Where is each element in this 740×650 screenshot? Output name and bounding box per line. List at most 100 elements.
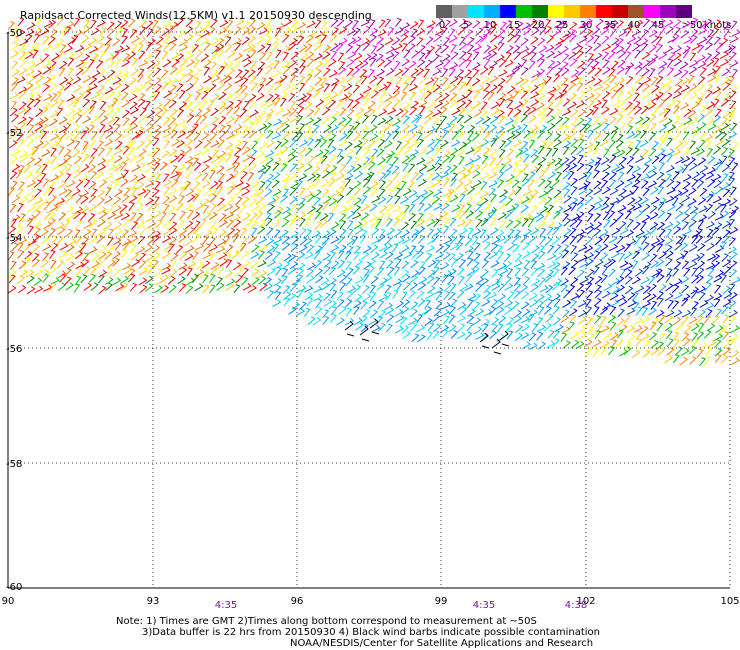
wind-barb bbox=[283, 297, 290, 307]
wind-barb bbox=[314, 260, 323, 269]
wind-barb bbox=[234, 26, 242, 36]
wind-barb bbox=[184, 155, 194, 164]
wind-barb bbox=[120, 156, 130, 165]
wind-barb bbox=[635, 330, 643, 340]
wind-barb bbox=[683, 337, 691, 347]
wind-barb bbox=[563, 217, 572, 227]
wind-barb bbox=[96, 35, 105, 44]
wind-barb bbox=[81, 145, 89, 155]
wind-barb bbox=[335, 172, 345, 181]
wind-barb bbox=[728, 45, 737, 54]
wind-barb bbox=[202, 274, 209, 284]
wind-barb bbox=[471, 77, 481, 87]
wind-barb bbox=[74, 268, 82, 278]
wind-barb bbox=[192, 181, 201, 190]
wind-barb bbox=[210, 107, 219, 117]
wind-barb bbox=[537, 145, 545, 155]
wind-barb bbox=[522, 250, 531, 259]
wind-barb bbox=[201, 235, 209, 245]
wind-barb bbox=[674, 242, 683, 251]
wind-barb bbox=[56, 260, 65, 269]
wind-barb bbox=[32, 234, 41, 243]
wind-barb bbox=[601, 171, 610, 180]
wind-barb bbox=[121, 194, 130, 203]
wind-barb bbox=[569, 299, 578, 309]
wind-barb bbox=[266, 99, 276, 108]
wind-barb bbox=[664, 322, 674, 332]
wind-barb bbox=[457, 235, 465, 245]
wind-barb bbox=[667, 299, 675, 309]
wind-barb bbox=[496, 109, 505, 119]
wind-barb bbox=[632, 165, 641, 174]
wind-barb bbox=[538, 141, 547, 149]
wind-barb bbox=[435, 300, 443, 310]
wind-barb bbox=[377, 125, 388, 134]
wind-barb bbox=[41, 140, 50, 149]
wind-barb bbox=[680, 84, 690, 93]
wind-barb bbox=[729, 90, 737, 100]
wind-barb bbox=[707, 123, 717, 131]
wind-barb bbox=[42, 252, 50, 262]
wind-barb bbox=[267, 197, 277, 206]
wind-barb bbox=[642, 116, 651, 125]
wind-barb bbox=[449, 147, 459, 156]
wind-barb bbox=[151, 252, 161, 261]
wind-barb bbox=[722, 259, 732, 268]
wind-barb bbox=[298, 123, 306, 133]
wind-barb bbox=[634, 49, 642, 59]
lat-label-56: -56 bbox=[6, 344, 22, 355]
wind-barb bbox=[667, 124, 677, 133]
wind-barb bbox=[64, 267, 72, 277]
wind-barb bbox=[410, 322, 418, 332]
wind-barb bbox=[520, 37, 529, 47]
wind-barb bbox=[177, 153, 185, 163]
wind-barb bbox=[712, 126, 722, 134]
wind-barb bbox=[635, 229, 645, 237]
wind-barb bbox=[547, 329, 555, 339]
wind-barb bbox=[329, 33, 338, 43]
wind-barb bbox=[577, 60, 586, 69]
wind-barb bbox=[314, 306, 323, 316]
wind-barb bbox=[80, 205, 90, 214]
wind-barb bbox=[507, 33, 516, 43]
wind-barb bbox=[503, 253, 512, 263]
wind-barb bbox=[392, 204, 402, 213]
wind-barb bbox=[401, 22, 411, 30]
wind-barb bbox=[306, 193, 315, 203]
wind-barb bbox=[424, 49, 432, 59]
wind-barb bbox=[328, 229, 337, 238]
wind-barb bbox=[682, 309, 692, 318]
wind-barb bbox=[642, 187, 650, 197]
wind-barb bbox=[714, 185, 724, 195]
wind-barb bbox=[552, 293, 561, 302]
wind-barb bbox=[400, 291, 408, 301]
wind-barb bbox=[562, 213, 570, 222]
wind-barb bbox=[569, 33, 577, 43]
wind-barb bbox=[592, 92, 601, 102]
wind-barb bbox=[689, 162, 698, 171]
wind-barb bbox=[185, 83, 195, 92]
wind-barb bbox=[115, 173, 125, 181]
wind-barb bbox=[280, 163, 288, 173]
wind-barb bbox=[88, 58, 95, 68]
wind-barb bbox=[376, 76, 385, 86]
wind-barb bbox=[537, 107, 547, 116]
legend-label-15: 15 bbox=[507, 20, 521, 31]
wind-barb bbox=[512, 203, 520, 213]
wind-barb bbox=[239, 108, 248, 118]
wind-barb bbox=[211, 149, 219, 159]
wind-barb bbox=[635, 338, 642, 348]
wind-barb bbox=[91, 70, 101, 78]
wind-barb bbox=[432, 313, 441, 323]
wind-barb bbox=[217, 150, 227, 159]
wind-barb bbox=[39, 172, 47, 182]
wind-barb bbox=[673, 261, 682, 270]
wind-barb bbox=[88, 37, 98, 46]
wind-barb bbox=[520, 45, 530, 54]
wind-barb bbox=[617, 59, 626, 68]
wind-barb bbox=[265, 27, 273, 37]
wind-barb bbox=[177, 194, 186, 204]
wind-barb bbox=[529, 51, 537, 61]
wind-barb bbox=[602, 59, 610, 69]
wind-barb bbox=[504, 93, 514, 102]
